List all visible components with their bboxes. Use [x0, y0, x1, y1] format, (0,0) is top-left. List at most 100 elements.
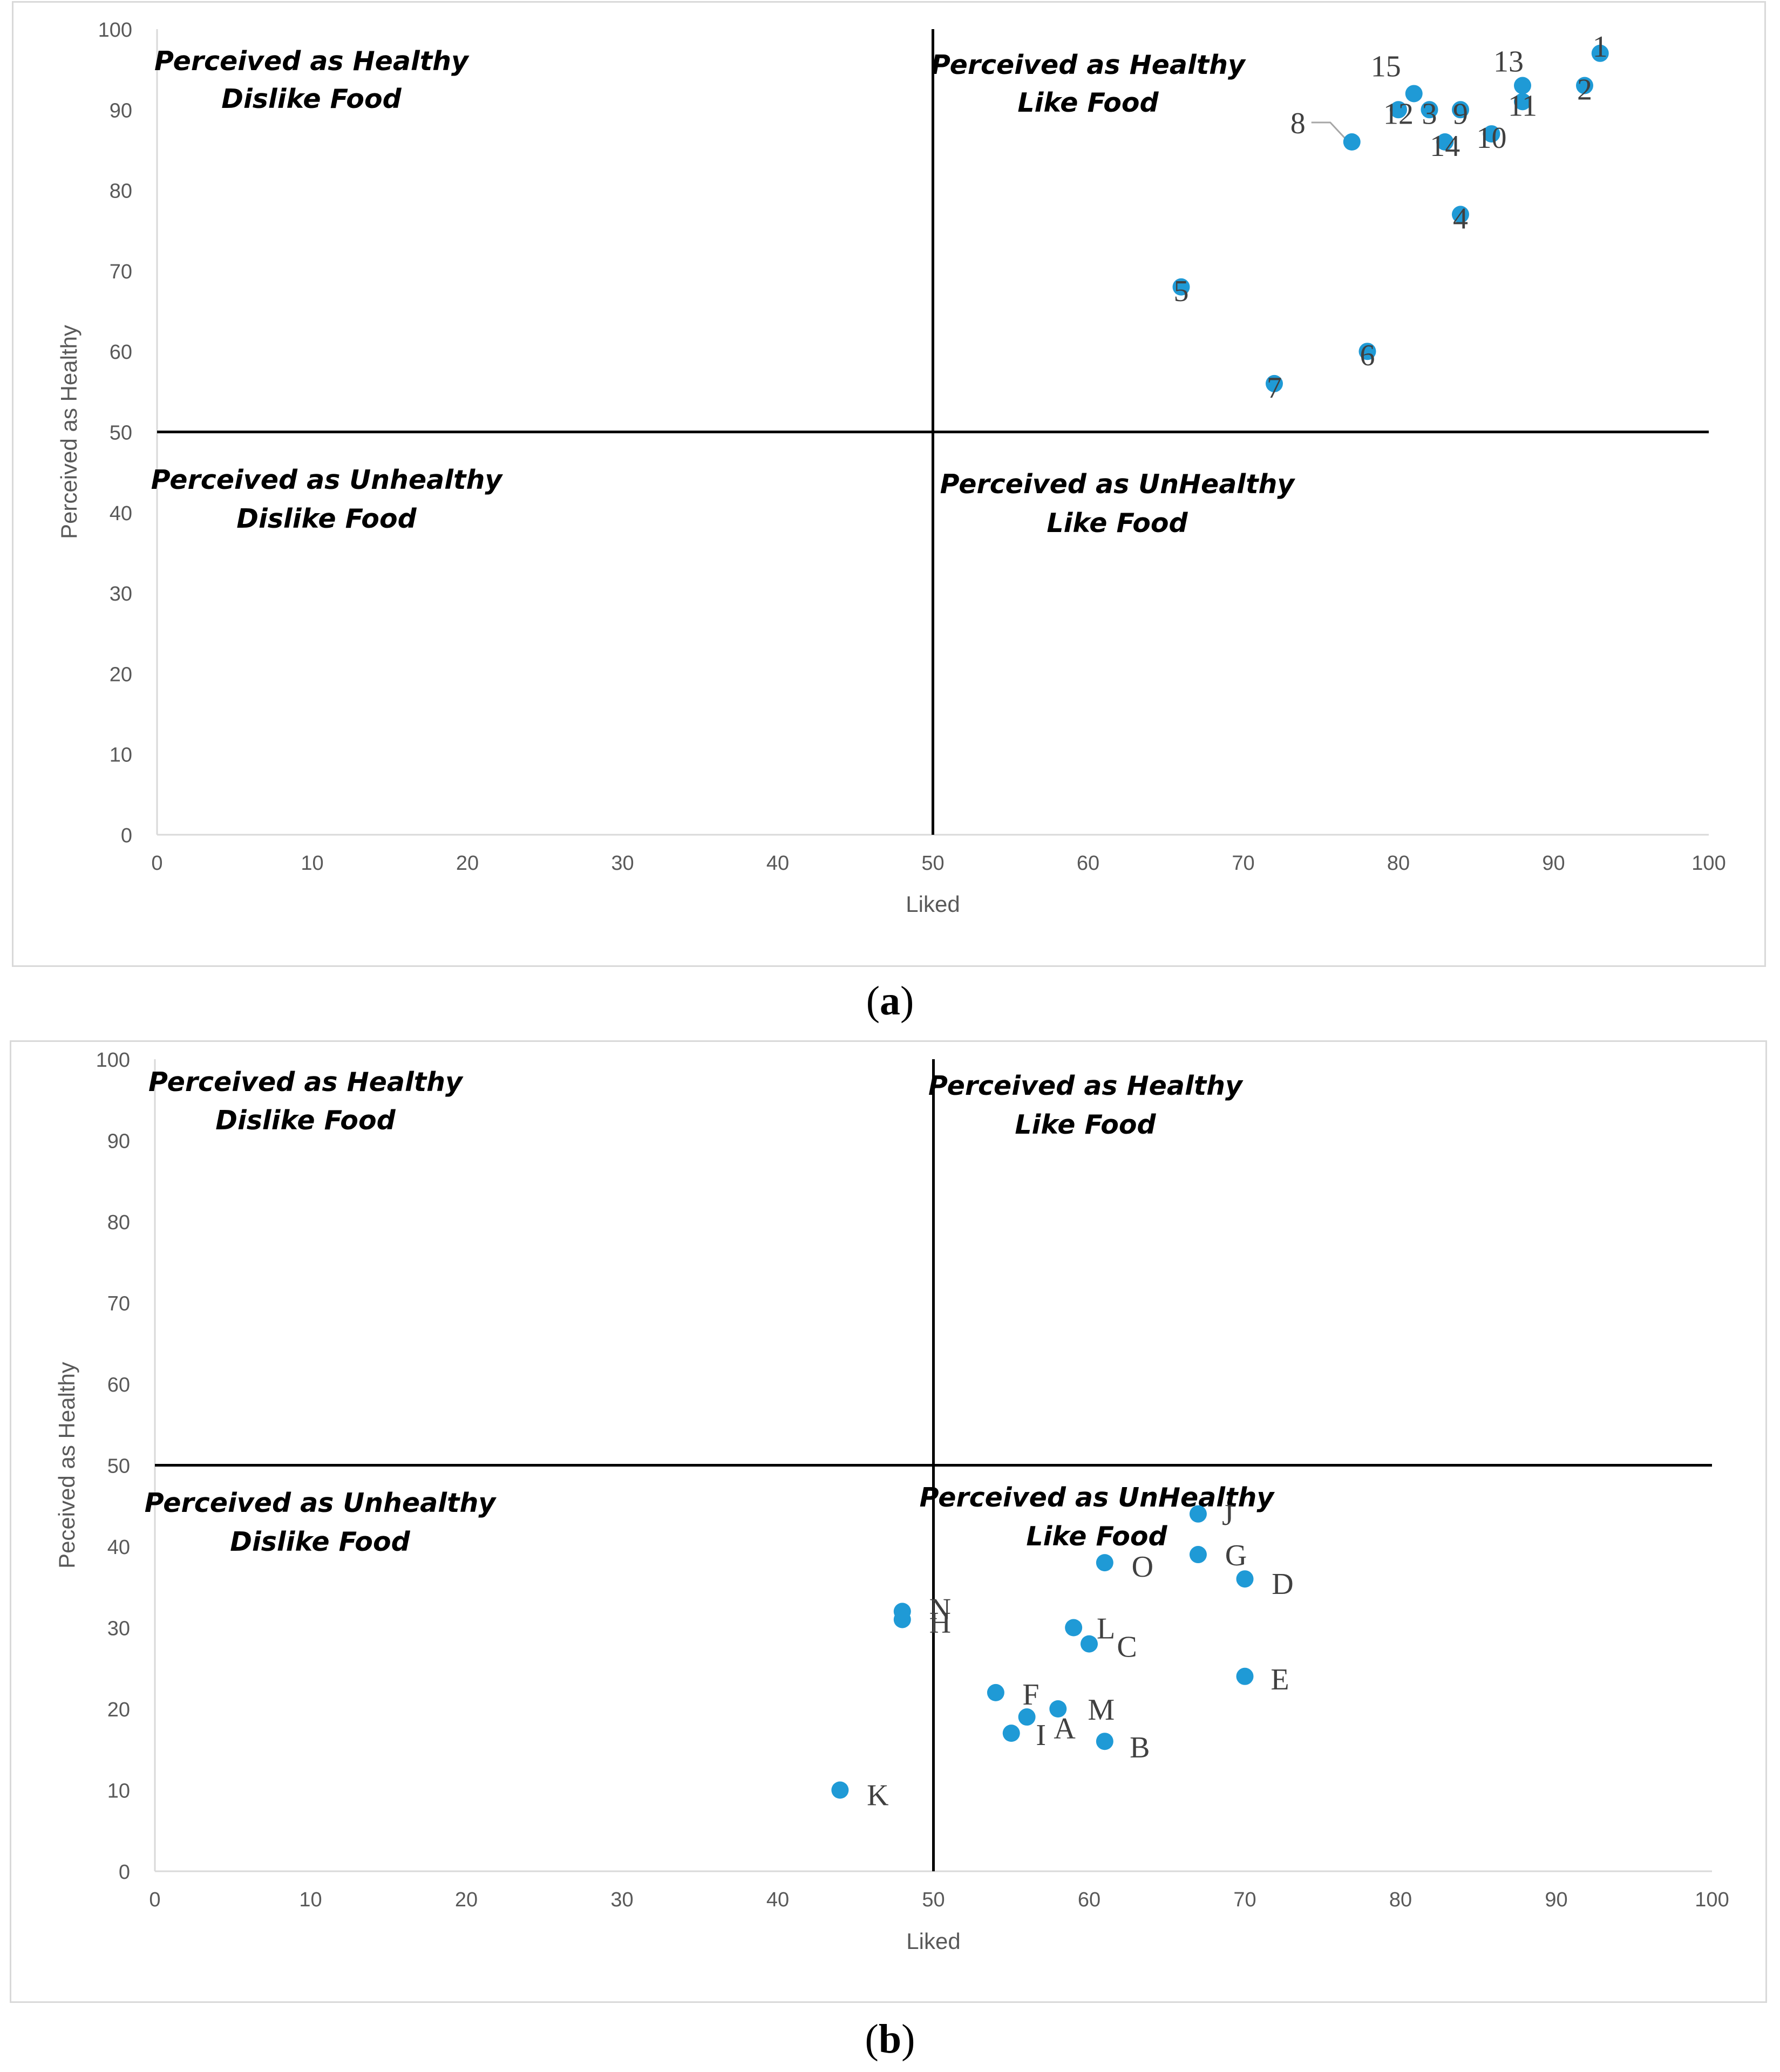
data-point-E — [1236, 1667, 1254, 1685]
data-label-N: N — [929, 1592, 951, 1626]
data-label-I: I — [1036, 1719, 1046, 1752]
x-tick-label: 20 — [455, 1889, 478, 1911]
x-tick-label: 50 — [921, 852, 944, 875]
data-label-10: 10 — [1477, 121, 1507, 155]
panel-a-caption: (a) — [866, 978, 914, 1024]
data-label-11: 11 — [1508, 89, 1537, 122]
x-tick-label: 80 — [1389, 1889, 1412, 1911]
panel-b-frame — [10, 1040, 1767, 2003]
quadrant-label-hl-line2: Like Food — [1017, 87, 1159, 118]
data-point-11 — [1514, 93, 1531, 111]
quadrant-label-hl-line1: Perceived as Healthy — [928, 1071, 1244, 1101]
data-label-M: M — [1088, 1693, 1115, 1727]
data-point-I — [1002, 1725, 1020, 1742]
data-label-13: 13 — [1493, 45, 1524, 79]
data-label-H: H — [929, 1606, 951, 1639]
quadrant-label-hd-line2: Dislike Food — [221, 84, 402, 114]
data-point-C — [1081, 1635, 1098, 1653]
data-point-10 — [1483, 125, 1500, 143]
panel-a-frame — [12, 1, 1766, 967]
data-point-5 — [1172, 278, 1190, 296]
x-tick-label: 30 — [610, 1889, 633, 1911]
data-point-F — [987, 1684, 1004, 1701]
quadrant-label-ul-line2: Like Food — [1026, 1521, 1167, 1552]
data-label-9: 9 — [1453, 97, 1468, 131]
y-tick-label: 80 — [110, 180, 132, 203]
panel-a-label: a — [880, 978, 900, 1024]
x-tick-label: 0 — [151, 852, 162, 875]
y-tick-label: 10 — [107, 1780, 130, 1803]
data-label-5: 5 — [1174, 275, 1189, 308]
x-tick-label: 20 — [456, 852, 479, 875]
scatter-chart-a: 0 10 20 30 40 50 60 70 80 90 100 0 10 20 30 40 50 60 70 80 9… — [56, 19, 1726, 917]
x-tick-label: 90 — [1545, 1889, 1567, 1911]
data-point-1 — [1591, 44, 1609, 62]
x-tick-label: 70 — [1232, 852, 1254, 875]
quadrant-label-hd-line1: Perceived as Healthy — [154, 46, 470, 77]
y-axis-title: Peceived as Healthy — [54, 1362, 79, 1569]
y-tick-label: 60 — [110, 341, 132, 364]
data-label-E: E — [1271, 1663, 1289, 1696]
y-tick-label: 100 — [96, 1049, 130, 1072]
y-tick-label: 30 — [110, 583, 132, 605]
data-point-K — [831, 1781, 849, 1799]
quadrant-label-ul-line1: Perceived as UnHealthy — [920, 1482, 1275, 1513]
quadrant-label-ul-line1: Perceived as UnHealthy — [940, 469, 1296, 500]
y-axis-title: Perceived as Healthy — [56, 325, 81, 539]
data-point-B — [1096, 1733, 1113, 1750]
data-label-K: K — [867, 1779, 888, 1812]
data-point-7 — [1266, 374, 1283, 392]
data-point-D — [1236, 1570, 1254, 1588]
data-point-8 — [1343, 133, 1361, 151]
y-tick-label: 100 — [98, 19, 132, 42]
panel-b-label: b — [878, 2016, 902, 2062]
data-label-L: L — [1097, 1612, 1115, 1646]
x-tick-label: 40 — [766, 852, 789, 875]
data-label-6: 6 — [1360, 339, 1375, 372]
x-tick-label: 80 — [1387, 852, 1410, 875]
x-tick-label: 100 — [1695, 1889, 1729, 1911]
data-label-F: F — [1022, 1678, 1039, 1712]
x-axis-title: Liked — [906, 1928, 960, 1954]
data-point-G — [1189, 1546, 1207, 1564]
x-tick-label: 70 — [1233, 1889, 1256, 1911]
x-tick-label: 100 — [1691, 852, 1725, 875]
x-tick-label: 90 — [1542, 852, 1565, 875]
y-tick-label: 50 — [107, 1455, 130, 1478]
y-tick-label: 20 — [107, 1699, 130, 1721]
data-point-14 — [1436, 133, 1454, 151]
data-point-3 — [1421, 101, 1438, 119]
y-tick-label: 80 — [107, 1211, 130, 1234]
y-tick-label: 10 — [110, 744, 132, 767]
data-point-6 — [1358, 343, 1376, 360]
data-label-3: 3 — [1422, 97, 1437, 131]
y-tick-label: 20 — [110, 663, 132, 686]
x-tick-label: 60 — [1078, 1889, 1100, 1911]
y-tick-label: 50 — [110, 422, 132, 445]
panel-b-caption: (b) — [865, 2016, 915, 2062]
x-axis-title: Liked — [906, 891, 960, 917]
x-tick-label: 10 — [301, 852, 323, 875]
data-point-N — [893, 1603, 911, 1620]
x-tick-label: 40 — [766, 1889, 789, 1911]
data-label-B: B — [1130, 1731, 1150, 1764]
y-tick-label: 30 — [107, 1618, 130, 1640]
data-point-L — [1065, 1619, 1083, 1637]
data-point-15 — [1405, 85, 1423, 103]
data-label-8: 8 — [1290, 107, 1306, 140]
x-tick-label: 10 — [299, 1889, 322, 1911]
quadrant-label-hd-line2: Dislike Food — [215, 1105, 396, 1136]
data-label-4: 4 — [1453, 202, 1468, 235]
y-tick-label: 0 — [119, 1861, 130, 1884]
data-label-D: D — [1272, 1567, 1293, 1601]
y-tick-label: 70 — [107, 1293, 130, 1316]
y-tick-label: 90 — [110, 99, 132, 122]
data-label-2: 2 — [1577, 73, 1592, 107]
data-label-1: 1 — [1593, 30, 1608, 64]
data-point-13 — [1514, 77, 1531, 94]
quadrant-label-hl-line1: Perceived as Healthy — [931, 50, 1246, 80]
data-point-12 — [1390, 101, 1407, 119]
y-tick-label: 60 — [107, 1374, 130, 1396]
y-tick-label: 40 — [107, 1536, 130, 1559]
